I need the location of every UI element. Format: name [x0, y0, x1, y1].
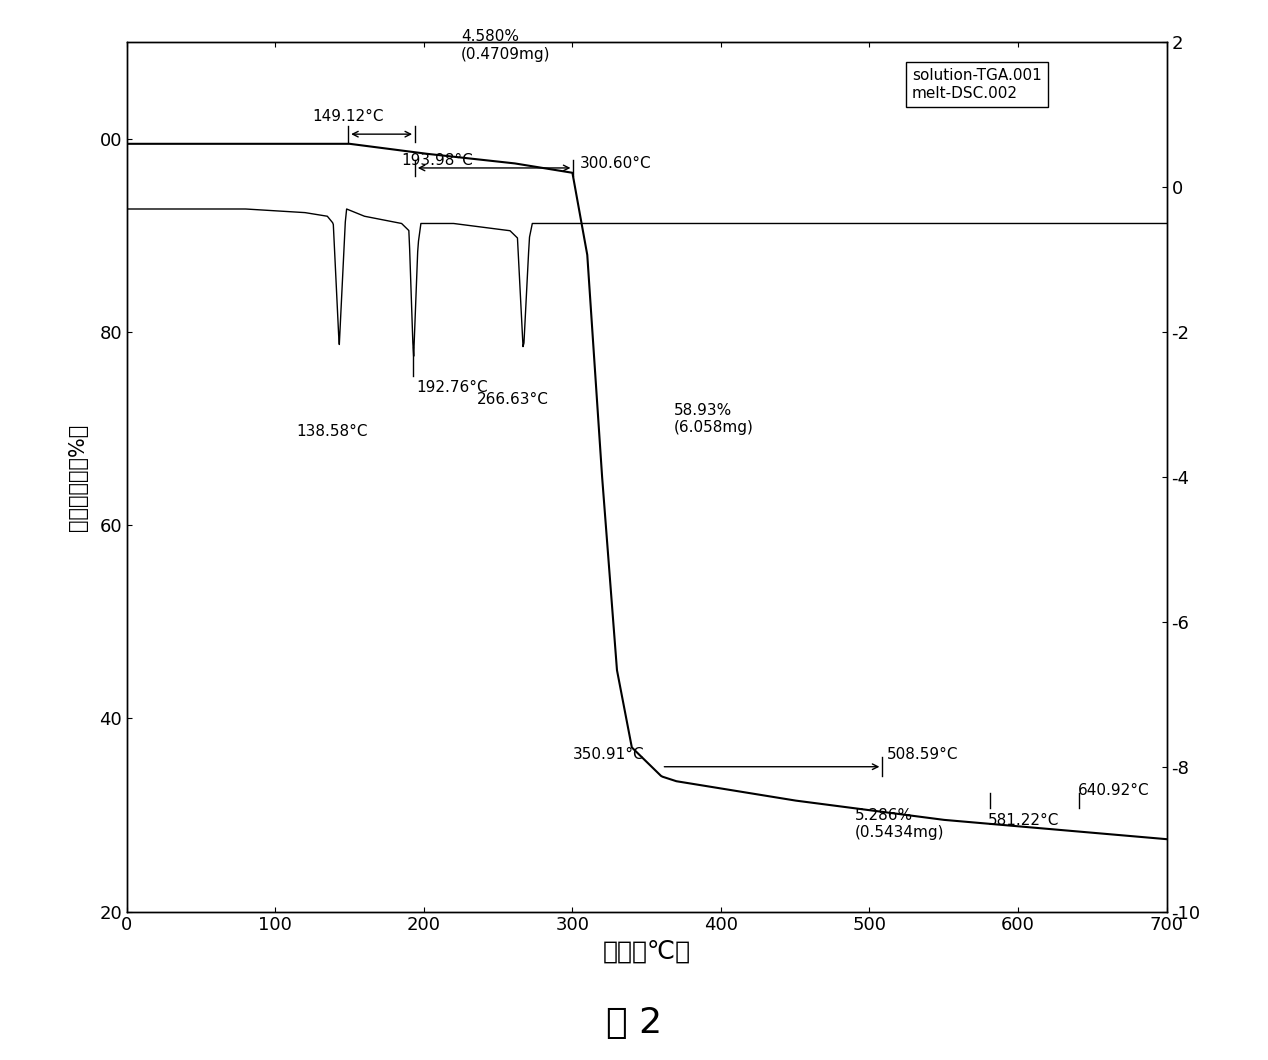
- Text: 581.22°C: 581.22°C: [988, 813, 1060, 828]
- Text: 266.63°C: 266.63°C: [477, 392, 549, 407]
- Text: 149.12°C: 149.12°C: [312, 109, 384, 124]
- Text: 图 2: 图 2: [606, 1006, 662, 1040]
- Text: solution-TGA.001
melt-DSC.002: solution-TGA.001 melt-DSC.002: [912, 69, 1041, 101]
- Text: 4.580%
(0.4709mg): 4.580% (0.4709mg): [462, 30, 550, 61]
- Text: 5.286%
(0.5434mg): 5.286% (0.5434mg): [855, 808, 945, 841]
- Text: 138.58°C: 138.58°C: [295, 424, 368, 439]
- Text: 640.92°C: 640.92°C: [1078, 783, 1149, 798]
- Text: 508.59°C: 508.59°C: [888, 747, 959, 762]
- Text: 192.76°C: 192.76°C: [416, 381, 488, 395]
- Text: 193.98°C: 193.98°C: [402, 154, 473, 169]
- Text: 300.60°C: 300.60°C: [579, 156, 652, 171]
- Text: 58.93%
(6.058mg): 58.93% (6.058mg): [673, 403, 753, 436]
- X-axis label: 温度（℃）: 温度（℃）: [602, 940, 691, 964]
- Y-axis label: 重量百分数（%）: 重量百分数（%）: [68, 423, 87, 531]
- Text: 350.91°C: 350.91°C: [572, 747, 644, 762]
